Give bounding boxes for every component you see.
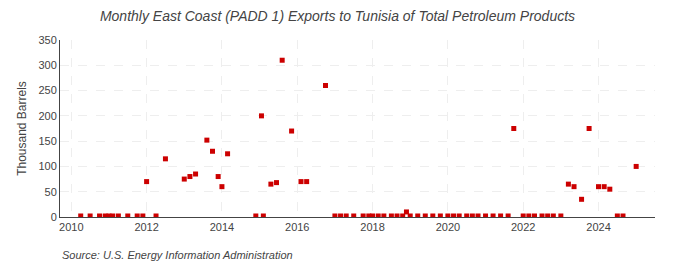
svg-text:2014: 2014	[210, 221, 234, 233]
svg-text:50: 50	[45, 186, 57, 198]
svg-text:200: 200	[38, 110, 56, 122]
svg-text:Source: U.S. Energy Informatio: Source: U.S. Energy Information Administ…	[62, 249, 293, 261]
svg-text:2020: 2020	[436, 221, 460, 233]
svg-text:2010: 2010	[59, 221, 83, 233]
svg-text:250: 250	[38, 84, 56, 96]
svg-text:2022: 2022	[511, 221, 535, 233]
svg-text:2018: 2018	[360, 221, 384, 233]
svg-text:150: 150	[38, 135, 56, 147]
svg-text:0: 0	[51, 211, 57, 223]
svg-text:2012: 2012	[134, 221, 158, 233]
svg-text:350: 350	[38, 34, 56, 46]
svg-text:2016: 2016	[285, 221, 309, 233]
svg-text:Monthly East Coast (PADD 1) Ex: Monthly East Coast (PADD 1) Exports to T…	[100, 8, 575, 24]
svg-text:2024: 2024	[586, 221, 610, 233]
svg-text:300: 300	[38, 59, 56, 71]
svg-text:100: 100	[38, 160, 56, 172]
svg-text:Thousand Barrels: Thousand Barrels	[15, 81, 29, 176]
